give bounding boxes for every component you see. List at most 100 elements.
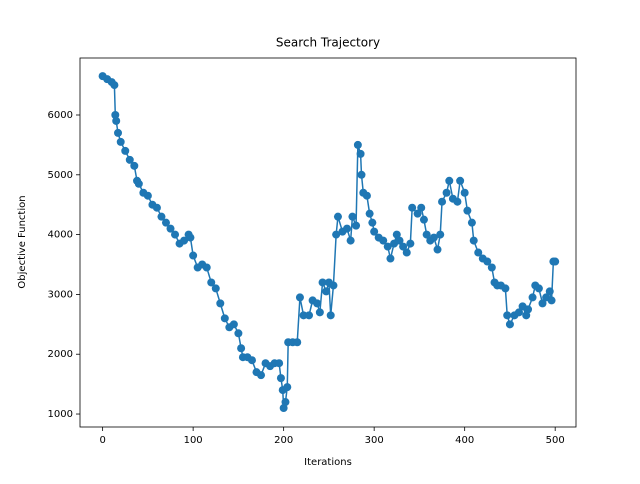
point [362, 191, 371, 200]
point [202, 263, 211, 272]
point [281, 398, 290, 407]
point [501, 284, 510, 293]
point [332, 230, 341, 239]
point [460, 188, 469, 197]
point [419, 215, 428, 224]
point [125, 155, 134, 164]
point [433, 245, 442, 254]
y-tick-label: 3000 [48, 289, 73, 300]
point [275, 359, 284, 368]
point [329, 281, 338, 290]
point [333, 212, 342, 221]
point [207, 278, 216, 287]
x-tick-label: 0 [99, 435, 105, 446]
y-tick-label: 5000 [48, 170, 73, 181]
point [386, 254, 395, 263]
point [295, 293, 304, 302]
plot-frame [79, 57, 577, 428]
point [402, 248, 411, 257]
point [406, 239, 415, 248]
point [134, 179, 143, 188]
point [171, 230, 180, 239]
point [110, 81, 119, 90]
point [237, 344, 246, 353]
point [318, 278, 327, 287]
y-tick-label: 1000 [48, 409, 73, 420]
point [180, 236, 189, 245]
point [463, 206, 472, 215]
point [453, 197, 462, 206]
point [343, 224, 352, 233]
point [315, 308, 324, 317]
point [352, 221, 361, 230]
x-tick-label: 300 [365, 435, 384, 446]
x-tick-label: 100 [184, 435, 203, 446]
point [346, 236, 355, 245]
point [370, 227, 379, 236]
chart-title: Search Trajectory [276, 36, 380, 50]
point [417, 203, 426, 212]
x-tick-label: 400 [455, 435, 474, 446]
y-tick-label: 6000 [48, 110, 73, 121]
point [487, 263, 496, 272]
point [304, 311, 313, 320]
x-tick-label: 200 [274, 435, 293, 446]
point [216, 299, 225, 308]
point [469, 236, 478, 245]
point [436, 230, 445, 239]
point [143, 191, 152, 200]
point [348, 212, 357, 221]
point [326, 311, 335, 320]
point [353, 140, 362, 149]
point [538, 299, 547, 308]
point [429, 233, 438, 242]
point [545, 287, 554, 296]
point [368, 218, 377, 227]
point [534, 284, 543, 293]
y-tick-label: 4000 [48, 230, 73, 241]
point [383, 242, 392, 251]
point [399, 242, 408, 251]
point [157, 212, 166, 221]
point [130, 161, 139, 170]
point [186, 233, 195, 242]
point [234, 329, 243, 338]
x-axis-label: Iterations [304, 457, 352, 468]
point [379, 236, 388, 245]
point [438, 197, 447, 206]
point [112, 116, 121, 125]
point [114, 128, 123, 137]
y-tick-label: 2000 [48, 349, 73, 360]
trajectory-line [102, 75, 556, 409]
point [111, 110, 120, 119]
point [247, 356, 256, 365]
point [356, 149, 365, 158]
point [313, 299, 322, 308]
point [547, 296, 556, 305]
point [189, 251, 198, 260]
point [483, 257, 492, 266]
point [467, 218, 476, 227]
point [408, 203, 417, 212]
point [293, 338, 302, 347]
point [503, 311, 512, 320]
point [166, 224, 175, 233]
point [220, 314, 229, 323]
point [357, 170, 366, 179]
point [229, 320, 238, 329]
point [152, 203, 161, 212]
point [276, 374, 285, 383]
point [422, 230, 431, 239]
point [211, 284, 220, 293]
point [365, 209, 374, 218]
point [456, 176, 465, 185]
point [116, 137, 125, 146]
point [121, 146, 130, 155]
x-tick-label: 500 [546, 435, 565, 446]
point [161, 218, 170, 227]
point [442, 188, 451, 197]
point [528, 293, 537, 302]
point [524, 305, 533, 314]
point [322, 287, 331, 296]
